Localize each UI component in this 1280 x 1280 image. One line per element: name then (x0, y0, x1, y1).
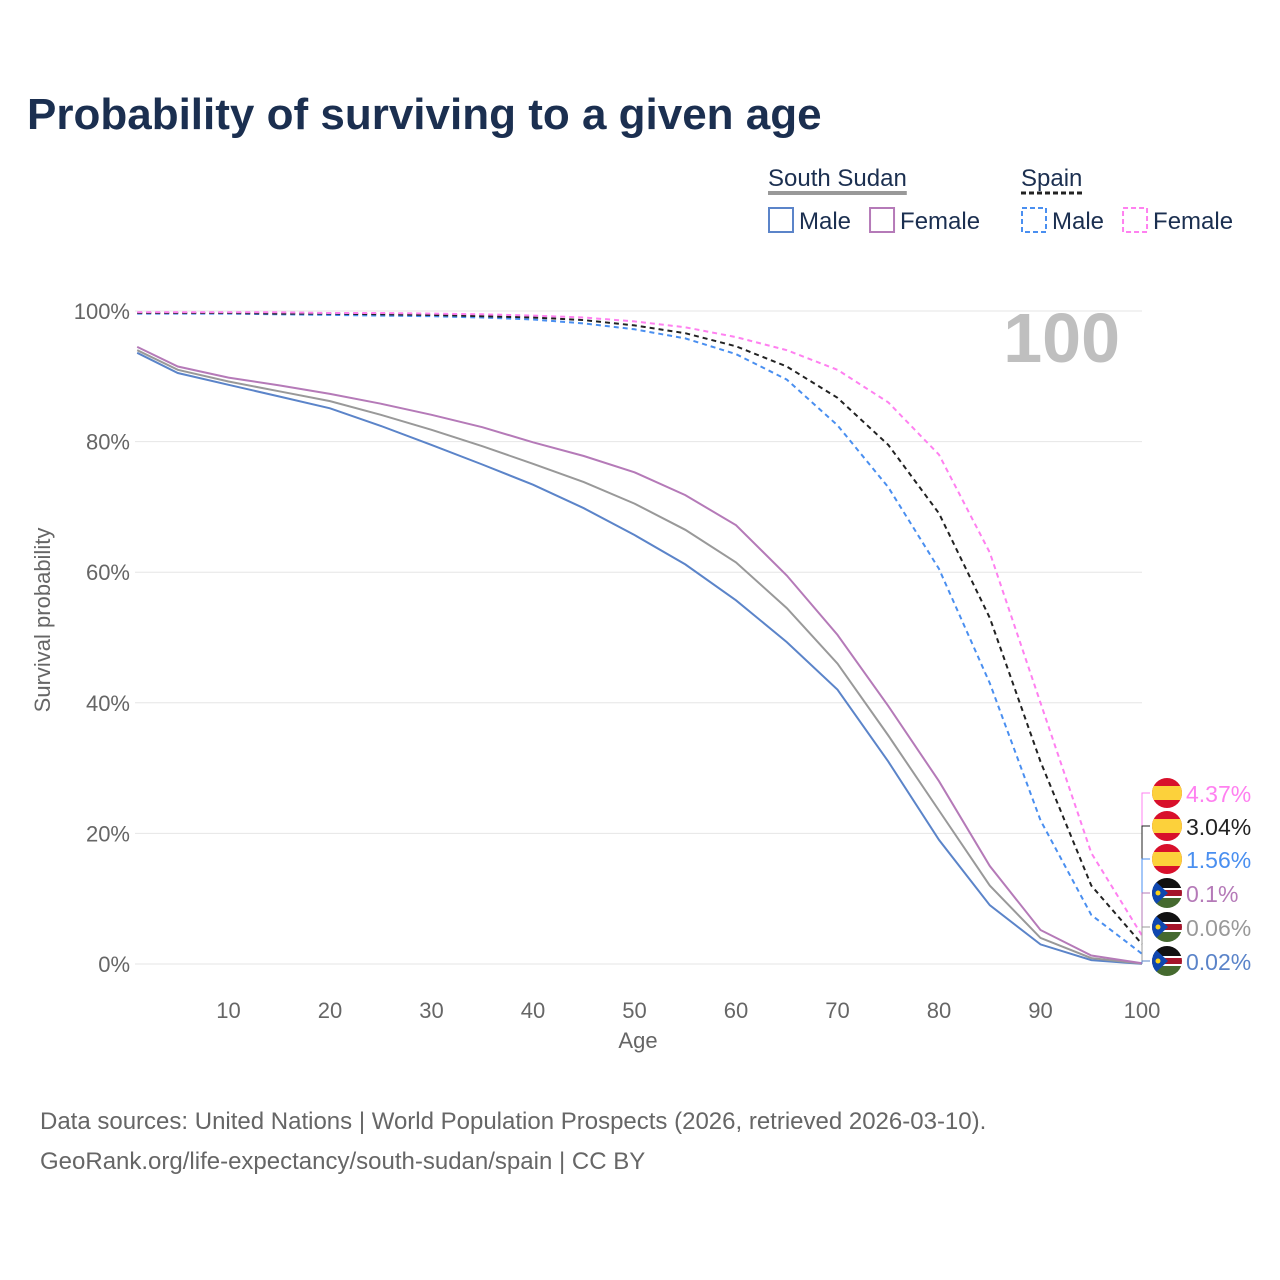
x-tick-label: 100 (1124, 998, 1161, 1023)
end-label-connector (1141, 892, 1150, 964)
end-label: 0.1% (1186, 881, 1238, 907)
end-label-connector (1141, 960, 1150, 964)
end-label: 4.37% (1186, 781, 1251, 807)
page-title: Probability of surviving to a given age (27, 90, 822, 139)
y-tick-label: 60% (86, 560, 130, 585)
legend-swatch (1122, 207, 1149, 233)
series-line-south-sudan-female (136, 345, 1143, 965)
series-line-spain (137, 312, 1143, 945)
y-tick-label: 40% (86, 691, 130, 716)
end-label: 0.06% (1186, 915, 1251, 941)
y-tick-label: 80% (86, 430, 130, 455)
end-label: 0.02% (1186, 949, 1251, 975)
x-tick-label: 40 (521, 998, 545, 1023)
legend-group-title: Spain (1021, 165, 1082, 192)
end-label-group: 1.56% (1141, 844, 1251, 954)
spain-flag-icon (1152, 778, 1182, 808)
spain-flag-icon (1152, 844, 1182, 874)
legend-item-label: Female (1153, 208, 1233, 235)
south-sudan-flag-icon (1152, 878, 1182, 908)
x-tick-label: 70 (825, 998, 849, 1023)
end-label-group: 0.02% (1141, 946, 1251, 976)
x-tick-label: 60 (724, 998, 748, 1023)
legend-group-title: South Sudan (768, 165, 907, 192)
x-tick-label: 50 (622, 998, 646, 1023)
legend-swatch (1021, 207, 1047, 233)
series-line-south-sudan-male (136, 351, 1143, 965)
legend-item-label: Female (900, 208, 980, 235)
series-line-spain-female (137, 311, 1143, 937)
y-tick-label: 0% (98, 952, 130, 977)
series-line-spain-male (137, 312, 1143, 955)
x-axis-label: Age (618, 1028, 657, 1053)
end-label: 1.56% (1186, 847, 1251, 873)
south-sudan-flag-icon (1152, 912, 1182, 942)
end-label-connector (1141, 825, 1150, 945)
end-label-connector (1141, 858, 1150, 954)
x-tick-label: 30 (419, 998, 443, 1023)
y-tick-label: 100% (74, 299, 130, 324)
source-url: GeoRank.org/life-expectancy/south-sudan/… (40, 1148, 646, 1175)
spain-flag-icon (1152, 811, 1182, 841)
end-label-connector (1141, 792, 1150, 936)
x-tick-label: 20 (318, 998, 342, 1023)
legend-item-label: Male (1052, 208, 1104, 235)
x-tick-label: 90 (1028, 998, 1052, 1023)
x-tick-label: 80 (927, 998, 951, 1023)
series-line-south-sudan (136, 349, 1143, 965)
south-sudan-flag-icon (1152, 946, 1182, 976)
end-label: 3.04% (1186, 814, 1251, 840)
x-tick-label: 10 (216, 998, 240, 1023)
y-tick-label: 20% (86, 821, 130, 846)
data-source: Data sources: United Nations | World Pop… (40, 1108, 987, 1135)
end-label-group: 0.06% (1141, 912, 1251, 964)
legend-swatch (768, 207, 794, 233)
legend-swatch (869, 207, 896, 233)
end-label-group: 0.1% (1141, 878, 1238, 964)
end-label-connector (1141, 926, 1150, 964)
end-label-group: 3.04% (1141, 811, 1251, 945)
y-axis-label: Survival probability (30, 528, 55, 713)
age-watermark: 100 (1003, 299, 1120, 377)
legend-item-label: Male (799, 208, 851, 235)
end-label-group: 4.37% (1141, 778, 1251, 936)
